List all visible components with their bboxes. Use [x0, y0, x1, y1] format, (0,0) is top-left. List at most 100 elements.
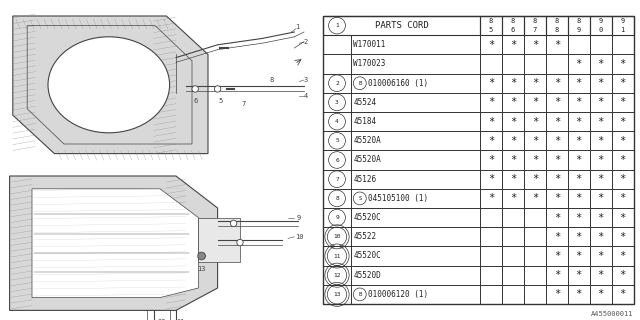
Bar	[323, 227, 351, 246]
Bar	[524, 16, 546, 35]
Bar	[546, 131, 568, 150]
Bar	[546, 170, 568, 189]
Text: 5: 5	[335, 138, 339, 143]
Bar	[612, 285, 634, 304]
Bar	[524, 54, 546, 74]
Text: 3: 3	[303, 77, 308, 83]
Bar	[589, 16, 612, 35]
Text: *: *	[598, 97, 604, 108]
Bar	[546, 208, 568, 227]
Ellipse shape	[48, 37, 170, 133]
Bar	[480, 189, 502, 208]
Text: 45126: 45126	[353, 175, 376, 184]
Bar	[524, 266, 546, 285]
Text: *: *	[554, 289, 560, 300]
Bar	[323, 208, 351, 227]
Text: *: *	[532, 136, 538, 146]
Text: 9: 9	[620, 18, 625, 24]
Text: *: *	[554, 116, 560, 127]
Bar	[589, 131, 612, 150]
Text: *: *	[488, 174, 494, 184]
Text: *: *	[510, 97, 516, 108]
Bar	[480, 16, 502, 35]
Bar	[480, 246, 502, 266]
Bar	[546, 35, 568, 54]
Text: W170011: W170011	[353, 40, 386, 49]
Bar	[351, 189, 480, 208]
Text: *: *	[532, 97, 538, 108]
Text: *: *	[554, 232, 560, 242]
Bar	[524, 35, 546, 54]
Bar	[524, 112, 546, 131]
Text: 010006160 (1): 010006160 (1)	[368, 79, 428, 88]
Polygon shape	[198, 218, 240, 262]
Bar	[323, 266, 351, 285]
Text: 45522: 45522	[353, 232, 376, 241]
Text: *: *	[598, 155, 604, 165]
Text: 5: 5	[489, 27, 493, 33]
Bar	[502, 54, 524, 74]
Bar	[568, 266, 589, 285]
Text: W170023: W170023	[353, 60, 386, 68]
Text: 4: 4	[335, 119, 339, 124]
Bar	[480, 54, 502, 74]
Text: *: *	[575, 232, 582, 242]
Text: 8: 8	[489, 18, 493, 24]
Text: *: *	[575, 251, 582, 261]
Text: *: *	[510, 40, 516, 50]
Text: 13: 13	[197, 266, 206, 272]
Text: 1: 1	[296, 24, 300, 30]
Text: *: *	[488, 40, 494, 50]
Bar	[502, 189, 524, 208]
Bar	[480, 227, 502, 246]
Bar	[589, 285, 612, 304]
Bar	[546, 112, 568, 131]
Text: 12: 12	[333, 273, 340, 278]
Bar	[546, 74, 568, 93]
Text: 12: 12	[157, 319, 166, 320]
Bar	[351, 54, 480, 74]
Bar	[351, 266, 480, 285]
Text: *: *	[598, 232, 604, 242]
Bar	[568, 112, 589, 131]
Bar	[524, 170, 546, 189]
Text: *: *	[598, 136, 604, 146]
Bar	[568, 150, 589, 170]
Bar	[480, 285, 502, 304]
Text: *: *	[554, 174, 560, 184]
Bar	[568, 208, 589, 227]
Bar	[612, 208, 634, 227]
Text: *: *	[554, 212, 560, 223]
Bar	[589, 35, 612, 54]
Bar	[502, 74, 524, 93]
Text: 0: 0	[598, 27, 603, 33]
Circle shape	[198, 252, 205, 260]
Bar	[524, 93, 546, 112]
Bar	[323, 74, 351, 93]
Bar	[323, 112, 351, 131]
Polygon shape	[32, 189, 198, 298]
Text: B: B	[358, 81, 362, 86]
Bar	[546, 227, 568, 246]
Text: 9: 9	[297, 215, 301, 220]
Bar	[351, 150, 480, 170]
Text: 9: 9	[577, 27, 581, 33]
Bar	[589, 112, 612, 131]
Bar	[502, 246, 524, 266]
Text: 8: 8	[335, 196, 339, 201]
Bar	[546, 150, 568, 170]
Bar	[323, 285, 351, 304]
Circle shape	[192, 86, 198, 92]
Text: *: *	[598, 270, 604, 280]
Text: 8: 8	[532, 18, 537, 24]
Bar	[323, 170, 351, 189]
Text: *: *	[532, 40, 538, 50]
Text: *: *	[510, 174, 516, 184]
Text: *: *	[532, 78, 538, 88]
Text: 45520C: 45520C	[353, 213, 381, 222]
Bar	[589, 246, 612, 266]
Bar	[612, 54, 634, 74]
Text: *: *	[488, 97, 494, 108]
Text: *: *	[554, 251, 560, 261]
Text: *: *	[488, 136, 494, 146]
